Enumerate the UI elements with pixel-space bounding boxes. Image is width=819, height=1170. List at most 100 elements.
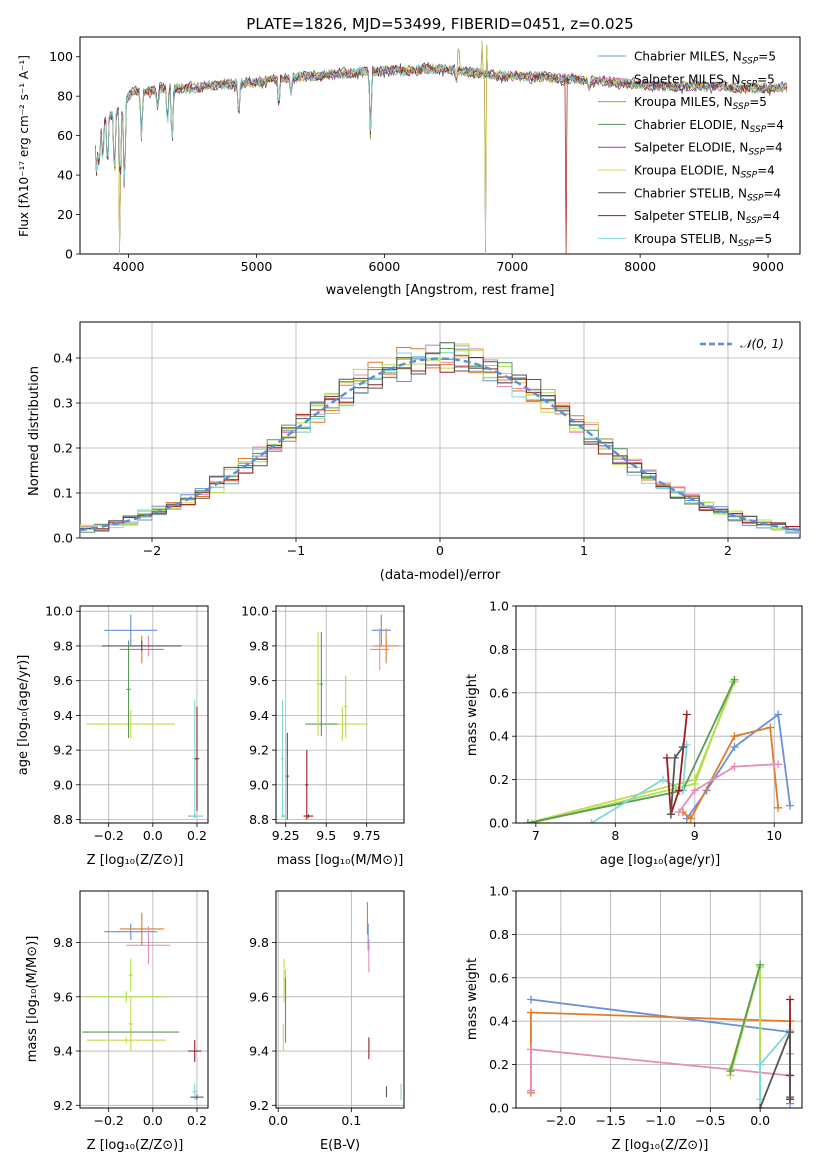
axes-frame bbox=[275, 890, 405, 1109]
y-tick-label: 80 bbox=[57, 89, 73, 104]
x-tick-label: −1.5 bbox=[595, 1113, 625, 1128]
mass-vs-EBV-plot: 0.0 0.1 9.2 9.4 9.6 9.8 bbox=[249, 890, 405, 1128]
y-tick-label: 0.8 bbox=[489, 927, 509, 942]
errorbar-group bbox=[82, 912, 204, 1100]
errorbar-group bbox=[280, 614, 400, 820]
weight-series-line bbox=[729, 966, 761, 1100]
legend-label-tail: =5 bbox=[757, 72, 775, 86]
y-tick-label: 60 bbox=[57, 128, 73, 143]
legend-label-sub: SSP bbox=[747, 193, 764, 203]
weight-marker bbox=[786, 995, 795, 1004]
x-tick-label: 8000 bbox=[624, 259, 656, 274]
weight-marker bbox=[678, 743, 687, 752]
mass-vs-Z-panel: Z [log₁₀(Z/Z⊙)] mass [log₁₀(M/M⊙)] −0.2 0… bbox=[25, 890, 209, 1153]
y-tick-label: 0.0 bbox=[489, 816, 509, 831]
weight-marker bbox=[526, 1008, 535, 1017]
weight-marker bbox=[670, 753, 679, 762]
weight-marker bbox=[726, 1067, 735, 1076]
y-tick-label: 10.0 bbox=[241, 604, 269, 619]
x-tick-label: 8 bbox=[611, 828, 619, 843]
x-tick-label: 9000 bbox=[752, 259, 784, 274]
y-tick-label: 20 bbox=[57, 207, 73, 222]
weight-marker bbox=[730, 762, 739, 771]
y-tick-label: 9.8 bbox=[53, 638, 73, 653]
spectrum-plot bbox=[94, 40, 788, 254]
weight-marker bbox=[587, 819, 596, 823]
x-tick-label: 9 bbox=[691, 828, 699, 843]
spectrum-series-line bbox=[94, 62, 788, 254]
legend-label-sub: SSP bbox=[738, 239, 755, 249]
x-tick-label: −0.2 bbox=[94, 1113, 124, 1128]
legend-label-tail: =4 bbox=[766, 118, 784, 132]
errorbar-group bbox=[86, 614, 204, 818]
weight-vs-age-panel: age [log₁₀(age/yr)] mass weight 7 8 9 10 0.0… bbox=[465, 599, 803, 868]
y-tick-label: 9.4 bbox=[53, 708, 73, 723]
spectrum-axes: 4000 5000 6000 7000 8000 9000 0 20 40 60 80 100 bbox=[49, 36, 801, 274]
x-tick-label: 5000 bbox=[241, 259, 273, 274]
y-tick-label: 0 bbox=[65, 247, 73, 262]
y-tick-label: 0.6 bbox=[489, 970, 509, 985]
weight-marker bbox=[674, 786, 683, 795]
weight-series-group bbox=[526, 960, 795, 1108]
age-vs-Z-y-label: age [log₁₀(age/yr)] bbox=[16, 655, 31, 776]
y-tick-label: 9.8 bbox=[249, 638, 269, 653]
weight-vs-age-x-label: age [log₁₀(age/yr)] bbox=[600, 853, 721, 868]
x-tick-label: 0.1 bbox=[341, 1113, 361, 1128]
x-tick-label: 6000 bbox=[368, 259, 400, 274]
gaussian-legend-label: 𝒩(0, 1) bbox=[740, 337, 784, 351]
legend-entry-label: Salpeter MILES, NSSP=5 bbox=[634, 72, 775, 89]
weight-marker bbox=[690, 779, 699, 788]
legend-label-tail: =5 bbox=[754, 232, 772, 246]
weight-marker bbox=[523, 819, 532, 823]
y-tick-label: 0.4 bbox=[489, 729, 509, 744]
spectrum-panel: wavelength [Angstrom, rest frame] Flux [… bbox=[17, 36, 801, 298]
weight-vs-age-plot: 7 8 9 10 0.0 0.2 0.4 0.6 0.8 1.0 bbox=[489, 599, 803, 843]
weight-marker bbox=[662, 753, 671, 762]
x-tick-label: 7 bbox=[532, 828, 540, 843]
legend-label-tail: =5 bbox=[749, 95, 767, 109]
weight-marker bbox=[756, 1104, 765, 1108]
y-tick-label: 40 bbox=[57, 168, 73, 183]
weight-series-line bbox=[670, 746, 684, 815]
age-vs-mass-x-label: mass [log₁₀(M/M⊙)] bbox=[277, 853, 404, 868]
y-tick-label: 9.6 bbox=[53, 673, 73, 688]
y-tick-label: 10.0 bbox=[45, 604, 73, 619]
age-vs-mass-plot: 9.25 9.5 9.75 8.8 9.0 9.2 9.4 9.6 9.8 10.0 bbox=[241, 604, 405, 843]
x-tick-label: 4000 bbox=[113, 259, 145, 274]
weight-marker bbox=[756, 960, 765, 969]
x-tick-label: 0.0 bbox=[143, 828, 163, 843]
x-tick-label: −1 bbox=[287, 543, 305, 558]
weight-vs-Z-x-label: Z [log₁₀(Z/Z⊙)] bbox=[612, 1138, 709, 1153]
spectrum-y-label: Flux [fλ10⁻¹⁷ erg cm⁻² s⁻¹ A⁻¹] bbox=[17, 55, 31, 237]
residuals-x-label: (data-model)/error bbox=[380, 568, 501, 583]
x-tick-label: 0.0 bbox=[750, 1113, 770, 1128]
mass-vs-Z-x-label: Z [log₁₀(Z/Z⊙)] bbox=[87, 1138, 184, 1153]
legend-entry-label: Kroupa STELIB, NSSP=5 bbox=[634, 232, 772, 249]
weight-series-group bbox=[523, 675, 795, 823]
weight-vs-Z-plot: −2.0 −1.5 −1.0 −0.5 0.0 0.0 0.2 0.4 0.6 0.8 1.0 bbox=[489, 884, 803, 1128]
weight-marker bbox=[774, 803, 783, 812]
legend-label-main: Salpeter STELIB, N bbox=[634, 209, 746, 223]
legend-label-sub: SSP bbox=[733, 102, 750, 112]
weight-series-line bbox=[666, 714, 688, 815]
y-tick-label: 9.2 bbox=[53, 743, 73, 758]
weight-marker bbox=[730, 675, 739, 684]
y-tick-label: 0.3 bbox=[53, 396, 73, 411]
legend-label-main: Chabrier ELODIE, N bbox=[634, 118, 750, 132]
errorbar-group bbox=[282, 901, 402, 1100]
legend-label-main: Kroupa ELODIE, N bbox=[634, 164, 741, 178]
legend-label-tail: =4 bbox=[765, 141, 783, 155]
axes-frame bbox=[79, 890, 209, 1109]
legend-label-sub: SSP bbox=[742, 57, 759, 67]
residuals-legend: 𝒩(0, 1) bbox=[700, 337, 784, 351]
weight-marker bbox=[658, 775, 667, 784]
weight-marker bbox=[666, 810, 675, 819]
y-tick-label: 9.6 bbox=[53, 989, 73, 1004]
y-tick-label: 1.0 bbox=[489, 884, 509, 899]
y-tick-label: 9.8 bbox=[53, 935, 73, 950]
y-tick-label: 9.0 bbox=[249, 777, 269, 792]
weight-marker bbox=[527, 819, 536, 823]
axes-frame bbox=[79, 321, 801, 539]
weight-marker bbox=[786, 1028, 795, 1037]
